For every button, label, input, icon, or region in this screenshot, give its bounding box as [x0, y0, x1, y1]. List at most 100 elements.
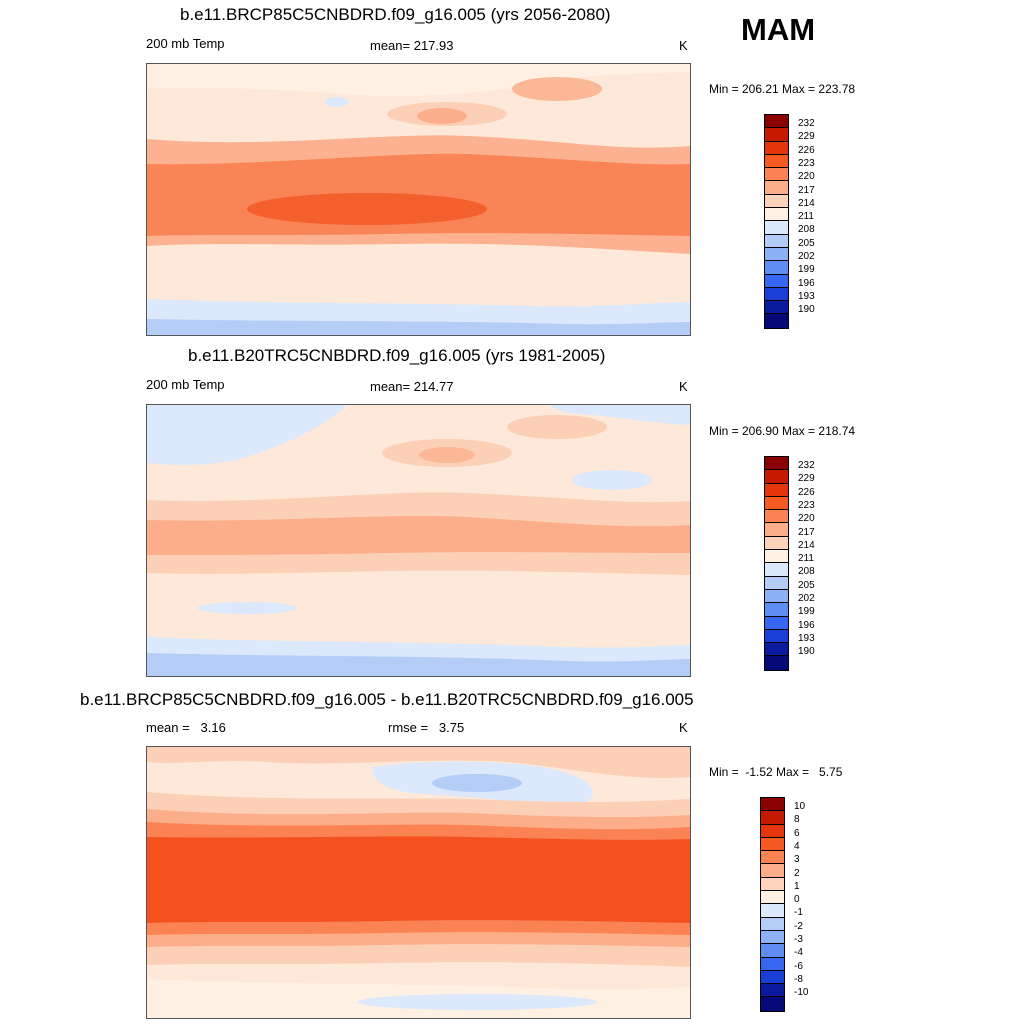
colorbar-tick-label: -4 [794, 947, 803, 959]
panel-3-colorbar-swatch [761, 944, 784, 958]
panel-2-colorbar-swatch [765, 470, 788, 484]
panel-3-colorbar-swatch [761, 917, 784, 931]
panel-1-colorbar-swatch [765, 154, 788, 169]
colorbar-tick-label: 193 [798, 290, 815, 302]
panel-3-colorbar-swatch [761, 997, 784, 1011]
panel-2-colorbar-swatch [765, 536, 788, 551]
panel-2-colorbar-swatch [765, 616, 788, 630]
panel-3-colorbar-swatch [761, 864, 784, 878]
panel-2-colorbar-swatch [765, 523, 788, 537]
colorbar-tick-label: 226 [798, 486, 815, 498]
panel-1-colorbar-swatch [765, 234, 788, 248]
panel-1-colorbar [764, 114, 789, 329]
panel-1-minmax: Min = 206.21 Max = 223.78 [709, 82, 856, 96]
panel-3-map [146, 746, 691, 1019]
colorbar-tick-label: 214 [798, 539, 815, 551]
colorbar-tick-label: 214 [798, 197, 815, 209]
panel-3-colorbar-swatch [761, 877, 784, 892]
panel-1-contour-field [147, 64, 690, 335]
colorbar-tick-label: 208 [798, 566, 815, 578]
panel-1-colorbar-swatch [765, 115, 788, 129]
colorbar-tick-label: 220 [798, 513, 815, 525]
panel-1-colorbar-swatch [765, 168, 788, 182]
colorbar-tick-label: -2 [794, 920, 803, 932]
colorbar-tick-label: 223 [798, 157, 815, 169]
panel-3-colorbar-swatch [761, 824, 784, 838]
panel-2-map [146, 404, 691, 677]
panel-3-contour-field [147, 747, 690, 1018]
colorbar-tick-label: 196 [798, 277, 815, 289]
panel-1-colorbar-swatch [765, 221, 788, 235]
panel-3-colorbar-swatch [761, 851, 784, 865]
panel-3-colorbar-swatch [761, 798, 784, 812]
panel-1-colorbar-swatch [765, 128, 788, 142]
panel-3-colorbar-swatch [761, 891, 784, 905]
panel-3-minmax: Min = -1.52 Max = 5.75 [709, 765, 843, 779]
colorbar-tick-label: 190 [798, 304, 815, 316]
panel-1-colorbar-swatch [765, 194, 788, 209]
panel-2-colorbar-swatch [765, 643, 788, 657]
panel-3-colorbar-swatch [761, 970, 784, 985]
colorbar-tick-label: 193 [798, 632, 815, 644]
panel-3-colorbar-swatch [761, 837, 784, 852]
colorbar-tick-label: 232 [798, 118, 815, 129]
colorbar-tick-label: 0 [794, 894, 800, 906]
colorbar-tick-label: -8 [794, 973, 803, 985]
panel-1-colorbar-swatch [765, 141, 788, 155]
colorbar-tick-label: 226 [798, 144, 815, 156]
colorbar-tick-label: -10 [794, 987, 809, 999]
colorbar-tick-label: 3 [794, 854, 800, 866]
panel-1-mean-label: mean= 217.93 [370, 38, 454, 53]
panel-1-colorbar-swatch [765, 261, 788, 275]
panel-3-units-label: K [679, 720, 688, 735]
colorbar-tick-label: 202 [798, 251, 815, 262]
colorbar-tick-label: 6 [794, 827, 800, 839]
panel-2-colorbar-swatch [765, 563, 788, 577]
colorbar-tick-label: 223 [798, 499, 815, 511]
panel-2-mean-label: mean= 214.77 [370, 379, 454, 394]
panel-1-colorbar-swatch [765, 247, 788, 262]
colorbar-tick-label: 229 [798, 473, 815, 485]
panel-3-colorbar [760, 797, 785, 1012]
colorbar-tick-label: 10 [794, 801, 806, 812]
panel-3-colorbar-swatch [761, 811, 784, 825]
panel-1-colorbar-swatch [765, 314, 788, 328]
panel-3-colorbar-swatch [761, 930, 784, 945]
colorbar-tick-label: -3 [794, 934, 803, 945]
colorbar-tick-label: 1 [794, 880, 800, 892]
colorbar-tick-label: 217 [798, 184, 815, 196]
panel-2-colorbar-swatch [765, 483, 788, 497]
panel-2-colorbar-swatch [765, 496, 788, 511]
colorbar-tick-label: 2 [794, 867, 800, 879]
panel-2-colorbar-swatch [765, 629, 788, 644]
panel-3-mean-label: mean = 3.16 [146, 720, 226, 735]
panel-1-colorbar-swatch [765, 287, 788, 302]
colorbar-tick-label: 199 [798, 264, 815, 276]
panel-3-colorbar-swatch [761, 904, 784, 918]
colorbar-tick-label: 190 [798, 646, 815, 658]
colorbar-tick-label: -6 [794, 960, 803, 972]
colorbar-tick-label: 220 [798, 171, 815, 183]
colorbar-tick-label: 4 [794, 840, 800, 852]
panel-1-colorbar-swatch [765, 181, 788, 195]
panel-1-colorbar-swatch [765, 301, 788, 315]
colorbar-tick-label: 232 [798, 460, 815, 471]
panel-2-colorbar-swatch [765, 589, 788, 604]
colorbar-tick-label: 202 [798, 593, 815, 604]
panel-1-map [146, 63, 691, 336]
panel-3-colorbar-swatch [761, 957, 784, 971]
colorbar-tick-label: 208 [798, 224, 815, 236]
panel-1-colorbar-swatch [765, 208, 788, 222]
panel-2-units-label: K [679, 379, 688, 394]
colorbar-tick-label: 196 [798, 619, 815, 631]
panel-3-rmse-label: rmse = 3.75 [388, 720, 465, 735]
season-label: MAM [741, 12, 816, 47]
panel-1-colorbar-swatch [765, 274, 788, 288]
colorbar-tick-label: 211 [798, 553, 814, 565]
panel-1-variable-label: 200 mb Temp [146, 36, 225, 51]
panel-2-colorbar-swatch [765, 603, 788, 617]
panel-2-colorbar-swatch [765, 576, 788, 590]
colorbar-tick-label: 205 [798, 579, 815, 591]
colorbar-tick-label: 205 [798, 237, 815, 249]
panel-3-title: b.e11.BRCP85C5CNBDRD.f09_g16.005 - b.e11… [80, 690, 694, 709]
